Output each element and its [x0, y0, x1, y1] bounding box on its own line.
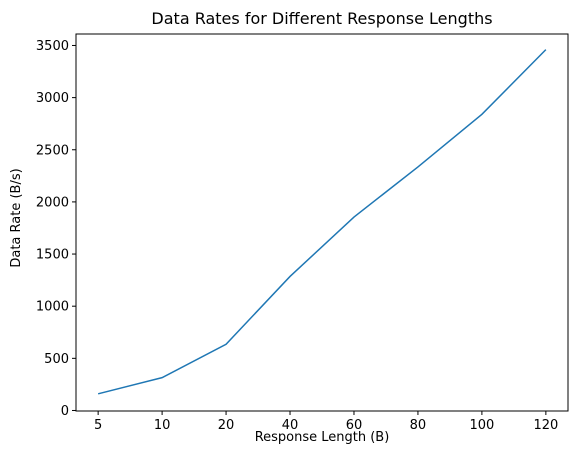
x-tick-label: 80 [410, 418, 427, 433]
series-line [97, 49, 547, 395]
y-tick-label: 1500 [36, 248, 69, 263]
y-tick-label: 500 [44, 352, 69, 367]
x-tick-label: 120 [533, 418, 558, 433]
x-tick-label: 10 [154, 418, 171, 433]
x-axis: 5 10 20 40 60 80 100 120 [94, 411, 558, 433]
x-axis-label: Response Length (B) [255, 430, 390, 445]
y-tick-label: 3500 [36, 39, 69, 54]
x-tick-label: 20 [218, 418, 235, 433]
y-axis-label: Data Rate (B/s) [9, 168, 24, 267]
x-tick-label: 5 [94, 418, 102, 433]
x-tick-label: 40 [282, 418, 299, 433]
y-tick-label: 3000 [36, 91, 69, 106]
y-tick-label: 0 [61, 404, 69, 419]
y-tick-label: 2000 [36, 195, 69, 210]
plot-area [75, 33, 569, 412]
y-axis: 0 500 1000 1500 2000 2500 3000 3500 [36, 39, 76, 419]
x-tick-label: 100 [469, 418, 494, 433]
y-tick-label: 1000 [36, 300, 69, 315]
y-tick-label: 2500 [36, 143, 69, 158]
plot-frame [75, 33, 569, 412]
x-tick-label: 60 [346, 418, 363, 433]
chart-title: Data Rates for Different Response Length… [151, 9, 492, 28]
